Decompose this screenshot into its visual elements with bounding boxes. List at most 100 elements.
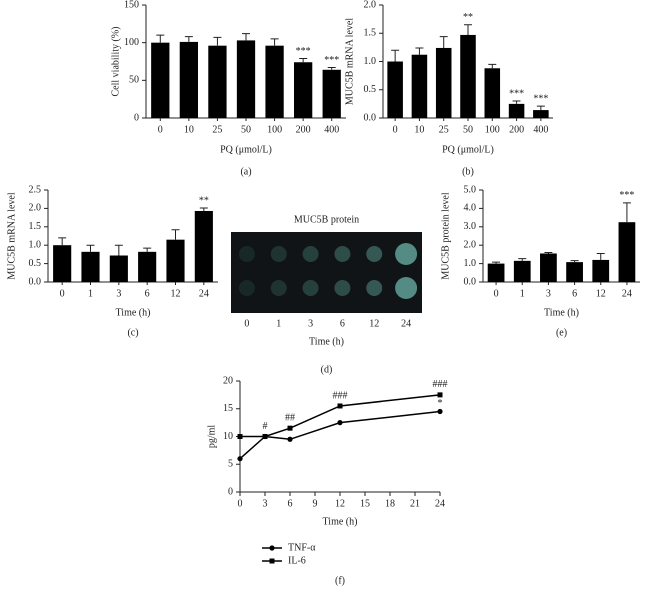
x-tick-label: 6 — [340, 318, 345, 329]
significance: ** — [463, 12, 473, 23]
error-bar — [156, 34, 165, 43]
x-tick-label: 6 — [572, 288, 577, 299]
legend-marker — [269, 545, 275, 551]
y-axis-label: MUC5B mRNA level — [6, 192, 17, 279]
blot-image — [231, 232, 422, 313]
x-axis-label: Time (h) — [116, 307, 151, 318]
bar — [322, 69, 341, 118]
blot-dot — [366, 246, 383, 262]
x-axis-label: PQ (μmol/L) — [220, 144, 272, 155]
panel-label: (d) — [321, 364, 333, 375]
y-tick-label: 1.5 — [364, 28, 377, 39]
error-bar — [299, 57, 308, 63]
significance: *** — [509, 88, 524, 99]
bar — [540, 253, 557, 282]
x-tick-label: 0 — [158, 124, 163, 135]
bar — [592, 259, 610, 282]
y-tick-label: 100 — [124, 37, 139, 48]
significance: *** — [324, 55, 339, 66]
bar — [487, 263, 505, 282]
error-bar — [184, 36, 193, 42]
point — [437, 392, 443, 398]
panel-label: (b) — [462, 166, 474, 177]
x-tick-label: 0 — [494, 288, 499, 299]
x-tick-label: 3 — [308, 318, 313, 329]
x-tick-label: 18 — [385, 498, 395, 509]
x-axis-label: Time (h) — [544, 307, 579, 318]
error-bar — [327, 67, 336, 70]
x-tick-label: 6 — [145, 288, 150, 299]
x-tick-label: 12 — [171, 288, 181, 299]
bar — [435, 47, 452, 118]
x-tick-label: 0 — [393, 124, 398, 135]
x-tick-label: 100 — [485, 124, 500, 135]
y-tick-label: 10 — [223, 431, 233, 442]
y-tick-label: 0.0 — [364, 112, 377, 123]
x-tick-label: 1 — [88, 288, 93, 299]
error-bar — [439, 36, 448, 48]
x-tick-label: 200 — [296, 124, 311, 135]
significance: *** — [619, 190, 634, 201]
error-bar — [114, 244, 123, 256]
bar — [294, 62, 313, 118]
x-tick-label: 400 — [324, 124, 339, 135]
x-tick-label: 25 — [212, 124, 222, 135]
point — [437, 408, 443, 415]
error-bar — [536, 105, 545, 111]
y-tick-label: 1.5 — [29, 221, 42, 232]
bar — [618, 222, 636, 282]
y-tick-label: 0.0 — [29, 276, 42, 287]
y-tick-label: 1.0 — [29, 239, 42, 250]
y-tick-label: 3.0 — [464, 221, 477, 232]
error-bar — [86, 244, 95, 252]
x-tick-label: 24 — [622, 288, 632, 299]
bar — [513, 260, 531, 282]
bar — [411, 54, 428, 118]
x-tick-label: 15 — [360, 498, 370, 509]
bar — [179, 41, 198, 119]
bar — [508, 103, 525, 118]
blot-dot — [302, 246, 319, 262]
y-tick-label: 0 — [228, 486, 233, 497]
y-tick-label: 2.0 — [29, 203, 42, 214]
panel-label: (a) — [240, 166, 251, 177]
y-tick-label: 1.0 — [364, 56, 377, 67]
x-tick-label: 24 — [199, 288, 209, 299]
y-tick-label: 0.0 — [464, 276, 477, 287]
x-tick-label: 1 — [520, 288, 525, 299]
blot-title: MUC5B protein — [294, 214, 359, 225]
error-bar — [622, 202, 631, 223]
bar — [460, 34, 476, 118]
error-bar — [199, 207, 208, 211]
legend-marker — [269, 558, 275, 564]
error-bar — [213, 36, 222, 46]
error-bar — [171, 229, 180, 240]
significance: *** — [296, 46, 311, 57]
x-tick-label: 9 — [313, 498, 318, 509]
x-tick-label: 25 — [439, 124, 449, 135]
bar — [81, 251, 100, 282]
blot-dot — [238, 246, 255, 262]
error-bar — [512, 100, 521, 104]
error-bar — [570, 260, 579, 263]
bar — [533, 110, 549, 118]
blot-dot — [270, 280, 287, 296]
y-tick-label: 0 — [134, 112, 139, 123]
point — [287, 425, 293, 431]
blot-dot — [238, 280, 255, 296]
bar — [208, 45, 227, 118]
error-bar — [518, 258, 527, 261]
y-axis-label: MUC5B mRNA level — [344, 18, 355, 105]
x-tick-label: 100 — [267, 124, 282, 135]
y-tick-label: 150 — [124, 0, 139, 10]
panel-label: (e) — [556, 327, 567, 338]
y-tick-label: 2.0 — [364, 0, 377, 10]
error-bar — [596, 252, 605, 260]
error-bar — [242, 33, 250, 41]
error-bar — [492, 261, 501, 264]
bar — [109, 255, 128, 282]
significance: ### — [433, 379, 448, 390]
bar — [265, 45, 284, 118]
blot-dot — [366, 280, 383, 296]
